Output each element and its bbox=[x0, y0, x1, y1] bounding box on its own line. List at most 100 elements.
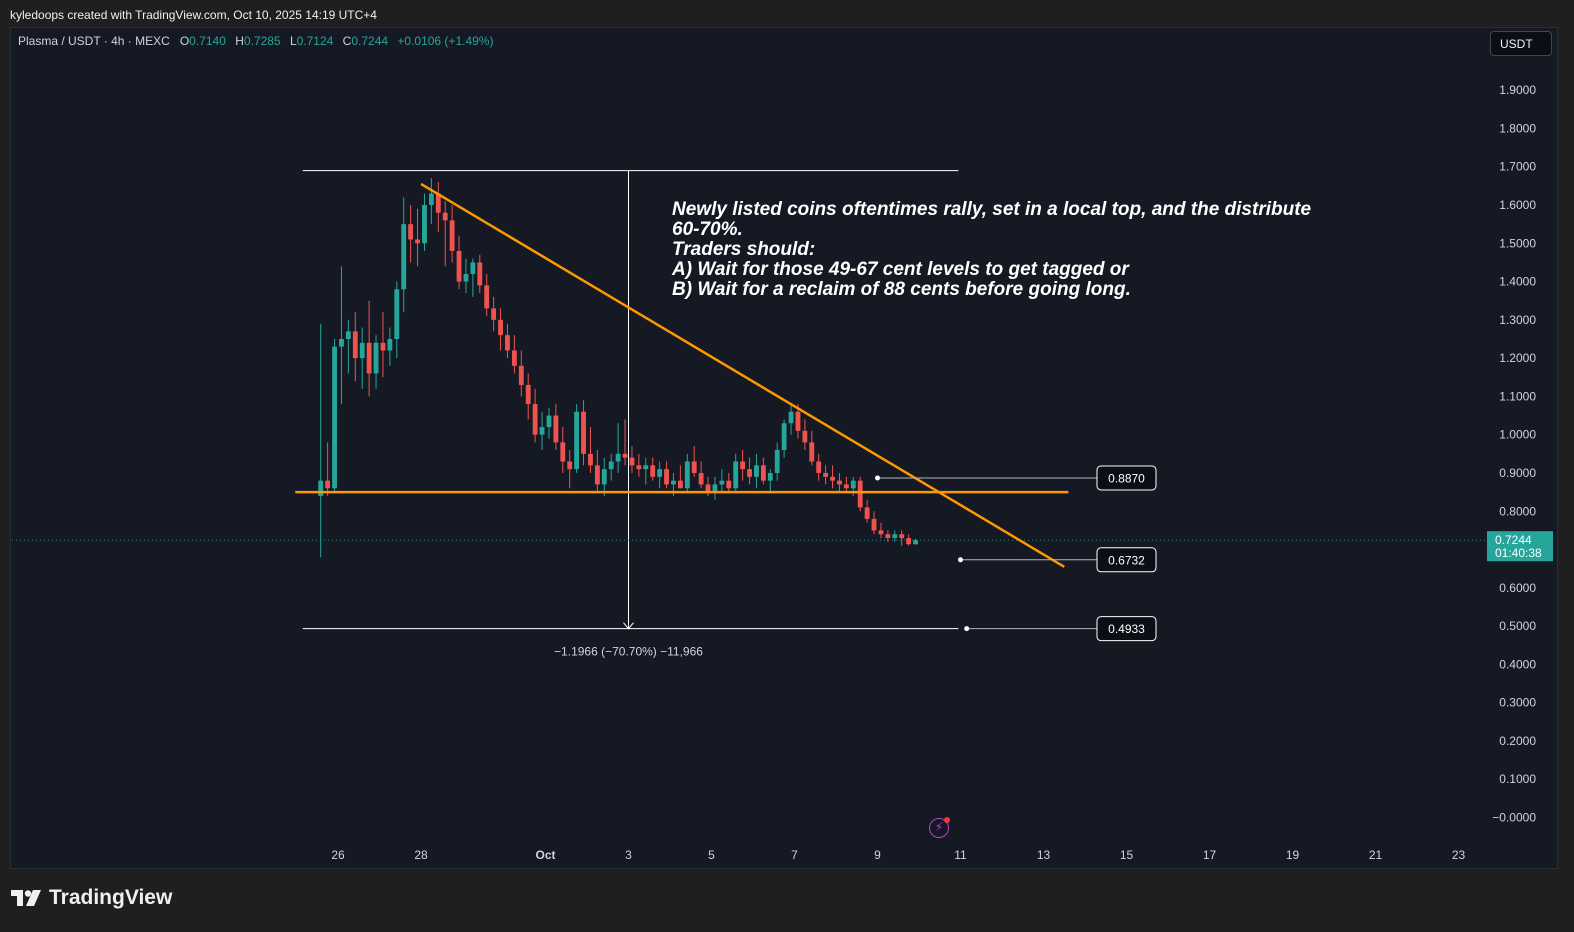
candle-body bbox=[664, 469, 669, 485]
candle-body bbox=[677, 480, 683, 489]
level-label-box bbox=[1096, 465, 1157, 491]
candle bbox=[518, 350, 524, 397]
candle-body bbox=[719, 480, 725, 485]
y-tick-label: 1.5000 bbox=[1499, 236, 1536, 250]
last-price-tag bbox=[1487, 531, 1553, 562]
candle bbox=[906, 534, 912, 546]
y-tick-label: 1.4000 bbox=[1499, 275, 1536, 289]
y-tick-label: 1.3000 bbox=[1499, 313, 1536, 327]
candle-body bbox=[850, 480, 856, 489]
candle bbox=[677, 465, 683, 489]
candle bbox=[428, 178, 434, 225]
candle-body bbox=[546, 415, 552, 428]
candle-body bbox=[795, 411, 801, 431]
candle bbox=[636, 453, 642, 477]
candles-layer bbox=[318, 178, 918, 558]
candle-body bbox=[415, 239, 420, 244]
candle-body bbox=[871, 518, 877, 531]
candle-body bbox=[325, 480, 331, 489]
candle-body bbox=[760, 465, 766, 481]
candle-body bbox=[449, 220, 455, 251]
tradingview-logo[interactable]: TradingView bbox=[11, 884, 172, 912]
measure-arrow-icon bbox=[623, 622, 634, 630]
x-tick-label: 21 bbox=[1369, 848, 1383, 862]
candle bbox=[567, 450, 573, 489]
candle-body bbox=[345, 331, 351, 339]
candle-body bbox=[470, 262, 476, 274]
candle bbox=[415, 208, 420, 267]
level-anchor-dot bbox=[964, 626, 970, 632]
candle bbox=[684, 453, 690, 493]
level-label: 0.6732 bbox=[1108, 553, 1145, 567]
x-tick-label: 3 bbox=[625, 848, 632, 862]
y-tick-label: 0.5000 bbox=[1499, 619, 1536, 633]
y-tick-label: −0.0000 bbox=[1492, 811, 1536, 825]
candle bbox=[733, 453, 739, 493]
candle-body bbox=[629, 457, 635, 466]
candle-body bbox=[650, 465, 656, 477]
candle bbox=[560, 427, 566, 473]
candle bbox=[657, 461, 663, 489]
candle-body bbox=[781, 423, 787, 451]
x-tick-label: 9 bbox=[874, 848, 881, 862]
level-label-box bbox=[1096, 616, 1157, 642]
chart-annotation-text[interactable]: Newly listed coins oftentimes rally, set… bbox=[672, 200, 1372, 300]
candle-body bbox=[581, 411, 586, 454]
candle bbox=[539, 411, 545, 451]
symbol-legend[interactable]: Plasma / USDT · 4h · MEXC O0.7140 H0.728… bbox=[18, 34, 499, 48]
y-tick-label: 1.9000 bbox=[1499, 83, 1536, 97]
candle-body bbox=[892, 534, 898, 539]
candle-body bbox=[352, 331, 358, 359]
x-tick-label: 19 bbox=[1286, 848, 1300, 862]
candle-body bbox=[843, 484, 849, 489]
candle-body bbox=[712, 484, 718, 493]
close-value: 0.7244 bbox=[351, 34, 389, 48]
candle-body bbox=[601, 469, 607, 485]
candle bbox=[401, 197, 407, 313]
drawings-under: −1.1966 (−70.70%) −11,966 bbox=[12, 170, 1487, 659]
candle-body bbox=[435, 193, 441, 213]
candle-body bbox=[774, 450, 780, 473]
candle-body bbox=[339, 339, 344, 347]
level-anchor-dot bbox=[958, 557, 963, 563]
candle-body bbox=[809, 442, 815, 462]
y-tick-label: 0.1000 bbox=[1499, 772, 1536, 786]
candle-body bbox=[442, 212, 448, 221]
candle-body bbox=[588, 453, 593, 466]
candle bbox=[788, 404, 794, 435]
x-tick-label: 17 bbox=[1203, 848, 1217, 862]
candle bbox=[816, 453, 822, 481]
level-anchor-dot bbox=[875, 475, 880, 481]
y-tick-label: 0.6000 bbox=[1499, 581, 1536, 595]
candle-body bbox=[913, 540, 918, 545]
y-tick-label: 1.0000 bbox=[1499, 428, 1536, 442]
candle-body bbox=[553, 415, 559, 443]
candle bbox=[339, 266, 344, 405]
candle bbox=[491, 296, 497, 332]
candle bbox=[505, 323, 510, 359]
candle bbox=[781, 419, 787, 458]
candle bbox=[373, 335, 379, 389]
candle-body bbox=[491, 308, 497, 320]
lightning-icon[interactable]: ⚡ bbox=[929, 818, 949, 838]
candle-body bbox=[380, 342, 386, 351]
candle bbox=[885, 530, 891, 542]
candle bbox=[408, 205, 414, 263]
candle-body bbox=[636, 465, 642, 470]
candle bbox=[719, 469, 725, 493]
x-tick-label: 7 bbox=[791, 848, 798, 862]
attribution-text: kyledoops created with TradingView.com, … bbox=[10, 8, 377, 22]
measure-label: −1.1966 (−70.70%) −11,966 bbox=[554, 645, 703, 659]
candle bbox=[318, 323, 324, 558]
y-tick-label: 1.2000 bbox=[1499, 351, 1536, 365]
currency-button[interactable]: USDT bbox=[1490, 31, 1552, 56]
candle bbox=[574, 404, 580, 473]
candle-body bbox=[532, 404, 538, 435]
candle bbox=[760, 457, 766, 485]
candle bbox=[726, 472, 732, 493]
candle-body bbox=[754, 465, 759, 477]
candle-body bbox=[332, 346, 337, 489]
candle-body bbox=[726, 480, 732, 489]
candle bbox=[588, 427, 593, 473]
